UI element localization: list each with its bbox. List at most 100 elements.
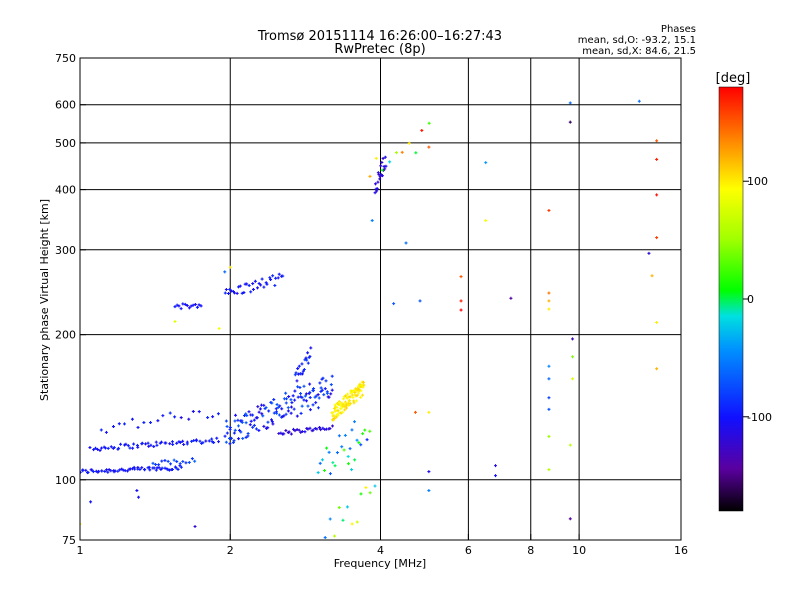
echo-point [637,99,641,103]
echo-point [172,458,176,462]
echo-point [244,435,248,439]
echo-point [336,409,340,413]
echo-point [655,139,659,143]
echo-point [306,427,310,431]
echo-point [331,424,335,428]
echo-point [341,402,345,406]
echo-point [107,468,111,472]
echo-point [120,467,124,471]
echo-point [378,174,382,178]
echo-point [251,282,255,286]
x-tick-label: 8 [527,544,534,557]
echo-point [151,461,155,465]
echo-point [187,460,191,464]
echo-point [86,470,90,474]
echo-point [254,427,258,431]
echo-point [269,278,273,282]
echo-point [163,466,167,470]
echo-point [238,284,242,288]
echo-point [547,407,551,411]
echo-point [337,434,341,438]
echo-point [413,410,417,414]
echo-point [547,434,551,438]
echo-point [287,430,291,434]
echo-point [547,208,551,212]
echo-point [100,469,104,473]
echo-point [379,164,383,168]
echo-point [336,413,340,417]
echo-point [154,468,158,472]
echo-point [459,308,463,312]
echo-point [314,401,318,405]
echo-point [252,418,256,422]
echo-point [361,385,365,389]
echo-point [284,412,288,416]
echo-point [244,412,248,416]
echo-point [262,424,266,428]
echo-point [547,364,551,368]
echo-point [247,410,251,414]
echo-point [111,425,115,429]
echo-point [126,469,130,473]
echo-point [316,406,320,410]
echo-point [295,414,299,418]
echo-point [103,469,107,473]
echo-point [160,466,164,470]
echo-point [204,439,208,443]
echo-point [316,471,320,475]
echo-point [337,506,341,510]
echo-point [420,128,424,132]
echo-point [269,418,273,422]
echo-point [459,275,463,279]
echo-point [322,469,326,473]
echo-point [571,355,575,359]
echo-point [311,403,315,407]
echo-point [192,439,196,443]
echo-point [96,447,100,451]
echo-point [494,464,498,468]
echo-point [509,296,513,300]
colorbar [718,86,744,512]
echo-point [647,251,651,255]
echo-point [233,428,237,432]
echo-point [232,291,236,295]
echo-point [256,405,260,409]
echo-point [236,424,240,428]
echo-point [169,462,173,466]
echo-point [88,446,92,450]
echo-point [131,446,135,450]
echo-point [296,395,300,399]
colorbar-tick-label: 0 [747,293,754,306]
echo-point [568,443,572,447]
echo-point [384,164,388,168]
x-tick-label: 4 [377,544,384,557]
echo-point [224,287,228,291]
y-axis-ticks: 75 100 200 300 400 500 600 750 [55,52,86,547]
echo-point [84,468,88,472]
y-axis-label: Stationary phase Virtual Height [km] [38,199,51,401]
echo-point [303,430,307,434]
echo-point [296,385,300,389]
echo-point [260,277,264,281]
echo-point [414,151,418,155]
echo-point [364,486,368,490]
echo-point [394,151,398,155]
echo-point [240,291,244,295]
echo-point [328,472,332,476]
echo-point [344,406,348,410]
echo-point [223,434,227,438]
echo-point [427,489,431,493]
echo-point [568,120,572,124]
echo-point [190,457,194,461]
echo-point [335,405,339,409]
echo-point [177,304,181,308]
echo-point [339,407,343,411]
echo-point [308,354,312,358]
echo-point [182,443,186,447]
echo-point [170,440,174,444]
x-axis-label: Frequency [MHz] [334,557,426,570]
echo-point [259,283,263,287]
echo-point [173,320,177,324]
echo-point [254,416,258,420]
echo-point [284,391,288,395]
